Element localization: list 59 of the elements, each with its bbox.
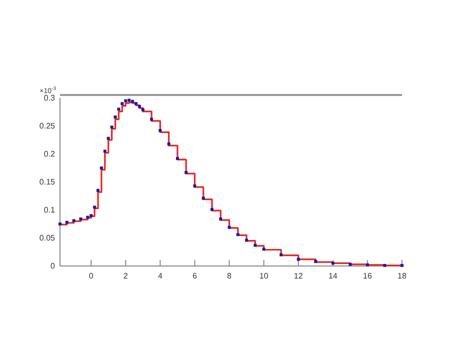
point bbox=[100, 166, 103, 170]
point bbox=[114, 116, 117, 119]
y-tick-label: 0.2 bbox=[44, 150, 56, 159]
y-tick-label: 0.1 bbox=[44, 206, 56, 215]
x-tick-label: 6 bbox=[192, 272, 198, 281]
x-tick-label: 14 bbox=[328, 272, 338, 281]
point bbox=[348, 262, 352, 266]
point bbox=[210, 208, 214, 211]
point bbox=[280, 253, 283, 256]
y-tick-label: 0.3 bbox=[44, 94, 56, 103]
x-tick-label: 16 bbox=[363, 272, 372, 281]
point bbox=[314, 260, 318, 264]
y-tick-label: 0.05 bbox=[39, 234, 56, 243]
point bbox=[193, 184, 196, 188]
point bbox=[110, 126, 114, 129]
x-tick-label: 12 bbox=[294, 272, 304, 281]
point bbox=[106, 136, 110, 140]
point bbox=[141, 108, 144, 112]
point bbox=[176, 156, 179, 160]
point bbox=[103, 150, 106, 153]
x-tick-label: 10 bbox=[259, 272, 269, 281]
x-tick-label: 2 bbox=[123, 272, 128, 281]
y-tick-label: 0.15 bbox=[39, 178, 56, 187]
point bbox=[96, 188, 100, 192]
point bbox=[150, 118, 154, 121]
point bbox=[202, 196, 205, 200]
point bbox=[86, 216, 90, 219]
y-tick-label: 0.25 bbox=[39, 122, 56, 131]
point bbox=[79, 217, 82, 220]
point bbox=[124, 99, 128, 102]
point bbox=[120, 102, 124, 106]
point bbox=[167, 142, 170, 146]
point bbox=[296, 258, 300, 261]
x-tick-label: 8 bbox=[227, 272, 232, 281]
point bbox=[158, 128, 162, 132]
point bbox=[58, 222, 62, 226]
point bbox=[400, 264, 404, 267]
point bbox=[131, 100, 134, 103]
point bbox=[262, 248, 266, 251]
point bbox=[90, 214, 93, 218]
point bbox=[93, 206, 96, 209]
point bbox=[383, 264, 386, 267]
point bbox=[128, 98, 131, 102]
point bbox=[134, 102, 138, 106]
point bbox=[236, 233, 240, 236]
point bbox=[228, 226, 231, 229]
point bbox=[366, 263, 369, 266]
point bbox=[138, 104, 141, 108]
point bbox=[254, 244, 257, 247]
point bbox=[245, 238, 248, 242]
point bbox=[184, 170, 188, 174]
point bbox=[117, 108, 120, 111]
x-tick-label: 4 bbox=[158, 272, 163, 281]
point bbox=[65, 220, 68, 224]
y-tick-label: 0 bbox=[50, 262, 56, 271]
x-tick-label: 0 bbox=[88, 272, 94, 281]
point bbox=[219, 217, 222, 220]
point bbox=[72, 219, 76, 222]
x-tick-label: 18 bbox=[398, 272, 407, 281]
